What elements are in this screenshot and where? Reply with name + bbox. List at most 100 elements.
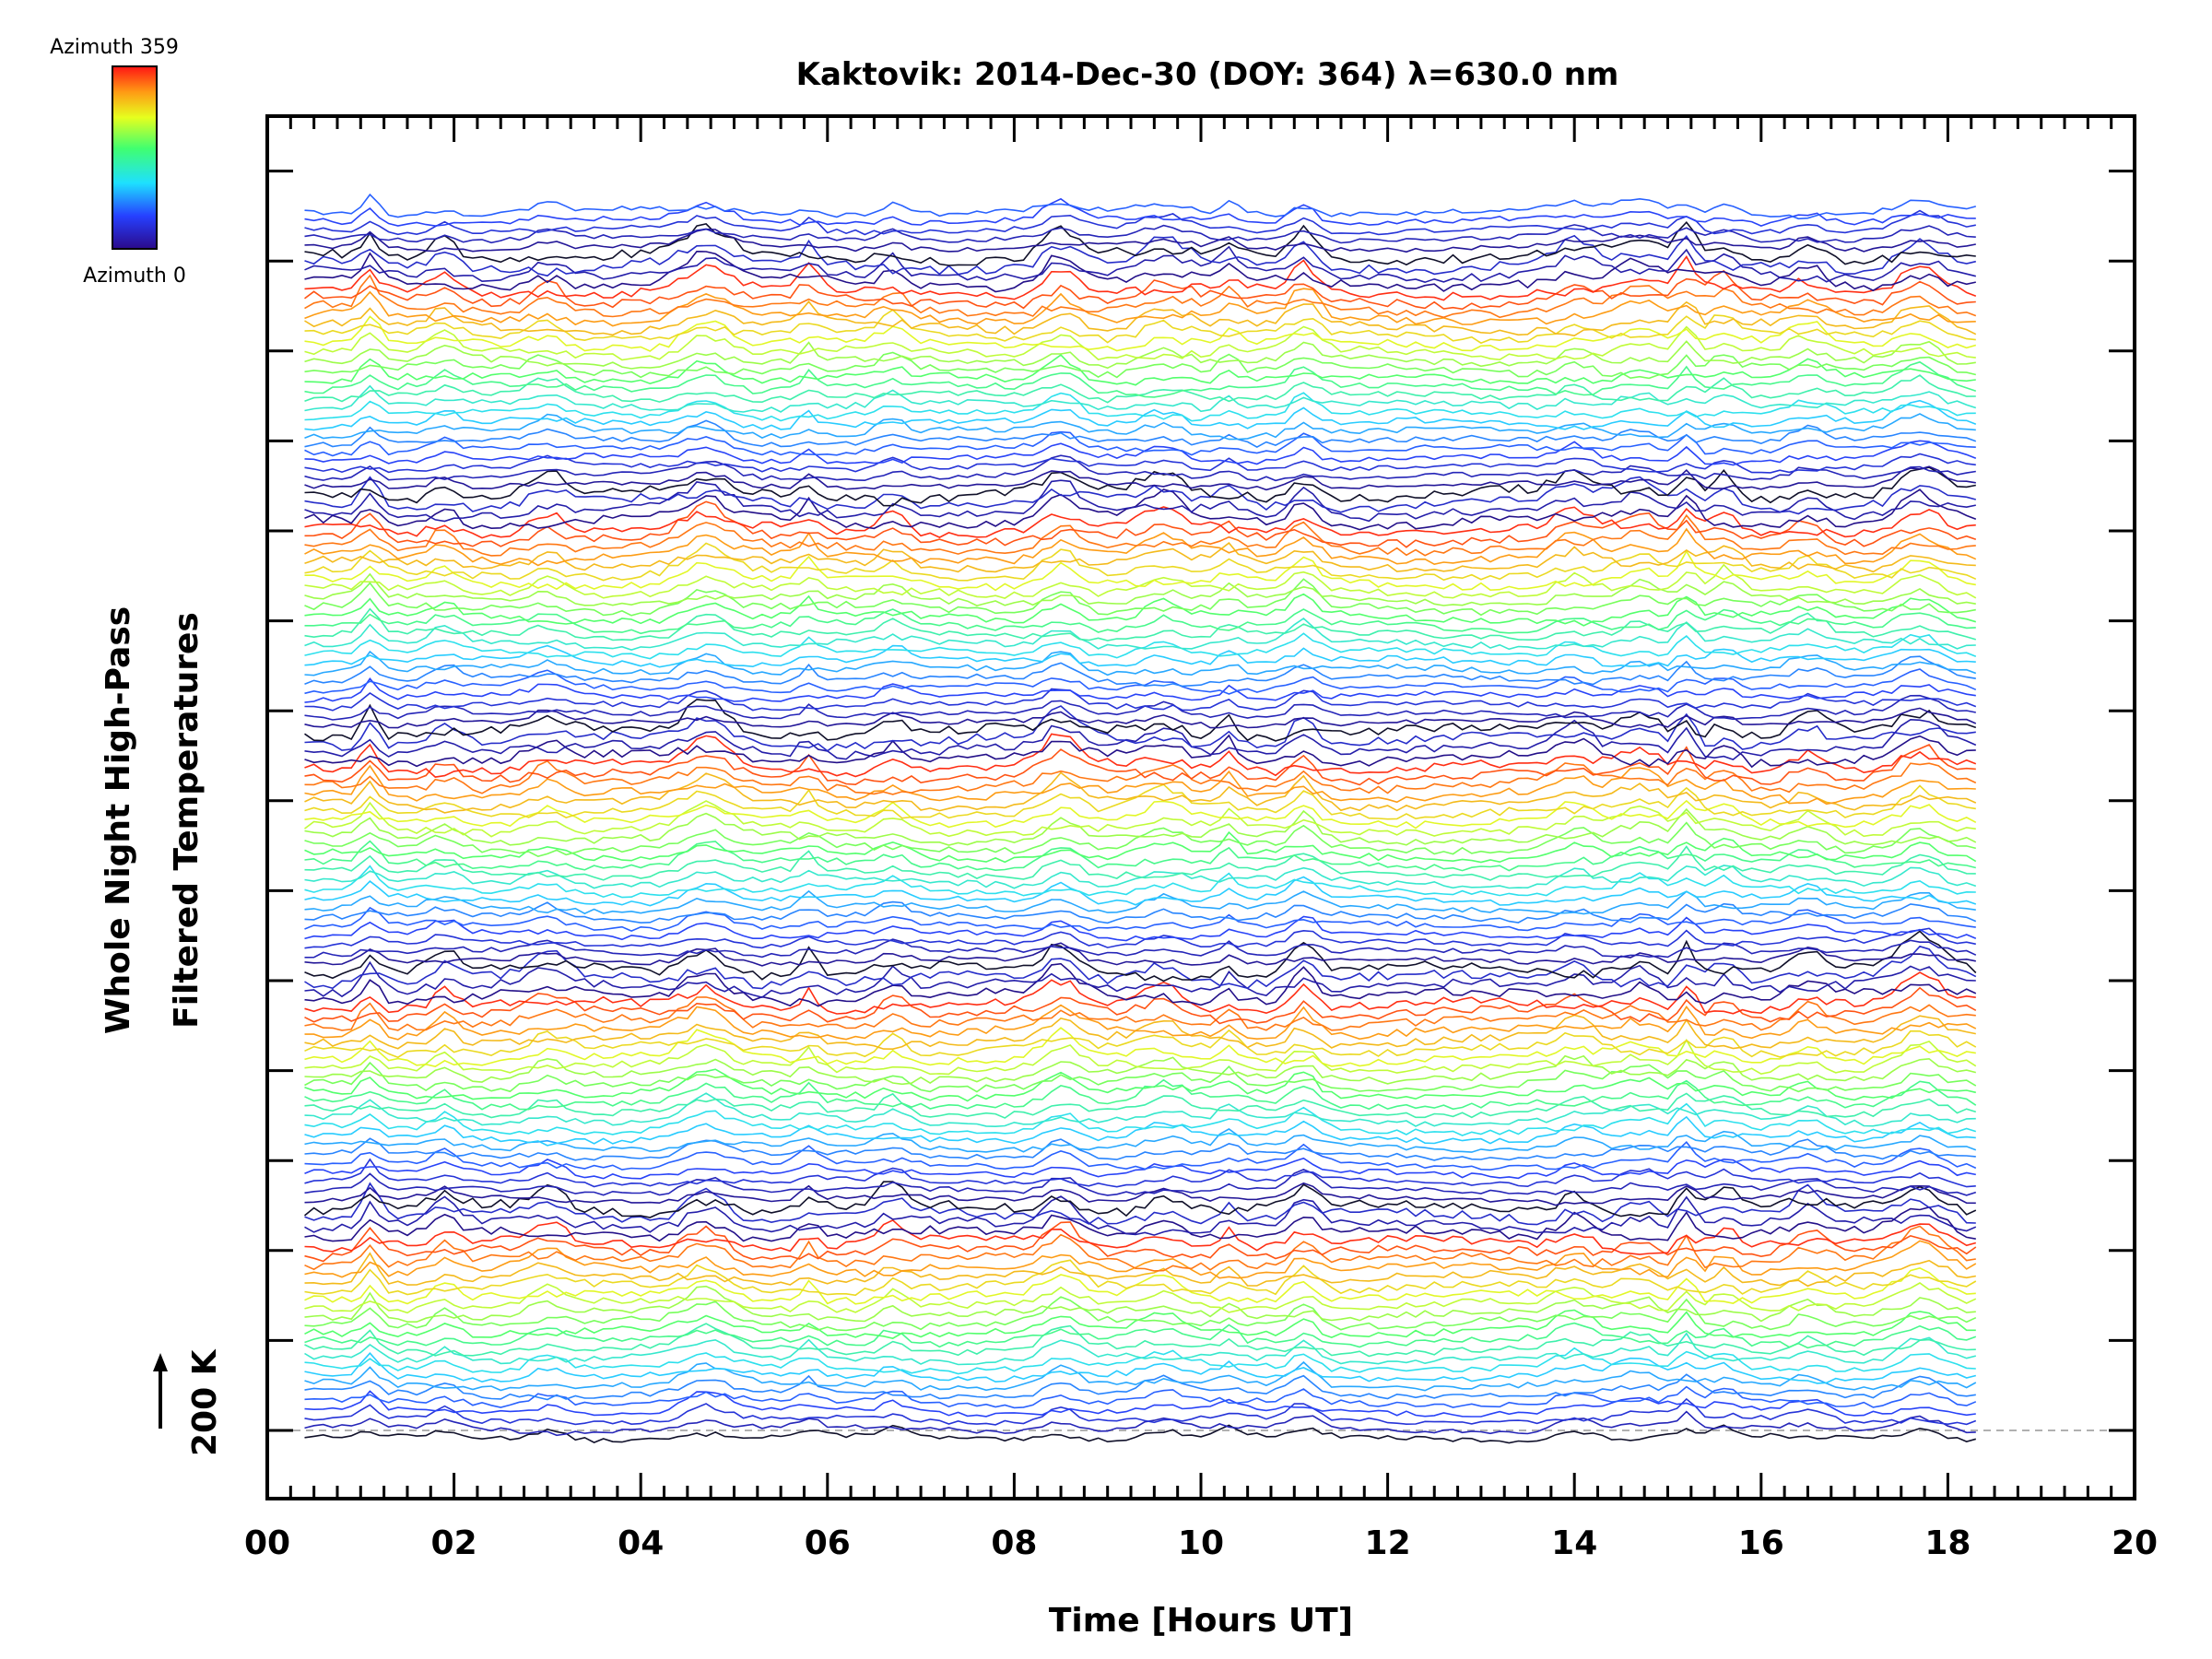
temperature-trace <box>304 392 1976 422</box>
temperature-trace <box>304 1266 1976 1305</box>
temperature-trace <box>304 572 1976 606</box>
temperature-trace <box>304 1092 1976 1128</box>
temperature-trace <box>304 1296 1977 1332</box>
temperature-trace <box>304 688 1977 712</box>
temperature-trace <box>304 430 1976 457</box>
temperature-trace <box>304 915 1977 942</box>
temperature-trace <box>304 234 1976 277</box>
temperature-trace <box>304 250 1976 293</box>
temperature-trace <box>304 607 1977 641</box>
temperature-trace <box>304 488 1977 531</box>
temperature-trace <box>304 413 1976 441</box>
temperature-trace <box>304 830 1977 864</box>
temperature-trace <box>304 1169 1977 1196</box>
temperature-trace <box>304 506 1976 539</box>
temperature-trace <box>304 1385 1977 1409</box>
x-tick-label: 16 <box>1738 1524 1784 1562</box>
temperature-trace <box>304 655 1976 688</box>
x-tick-label: 12 <box>1365 1524 1411 1562</box>
temperature-trace <box>304 1252 1976 1288</box>
temperature-trace <box>304 1322 1977 1349</box>
temperature-trace <box>304 759 1977 795</box>
temperature-trace <box>304 865 1976 899</box>
temperature-trace <box>304 960 1976 998</box>
temperature-trace <box>304 465 1976 491</box>
temperature-trace <box>304 986 1977 1025</box>
temperature-trace <box>304 1195 1977 1236</box>
temperature-trace <box>304 209 1976 236</box>
temperature-trace <box>304 644 1976 668</box>
temperature-trace <box>304 1158 1976 1188</box>
temperature-trace <box>304 744 1976 786</box>
temperature-trace <box>304 1332 1976 1366</box>
y-axis-title-line1: Whole Night High-Pass <box>100 606 137 1034</box>
temperature-trace <box>304 783 1976 820</box>
temperature-trace <box>304 1054 1976 1086</box>
temperature-trace <box>304 549 1976 592</box>
temperature-trace <box>304 876 1977 907</box>
temperature-trace <box>304 197 1976 227</box>
temperature-trace <box>304 1115 1976 1147</box>
temperature-trace <box>304 1092 1977 1119</box>
temperature-trace <box>304 1038 1977 1076</box>
temperature-trace <box>304 945 1977 990</box>
temperature-trace <box>304 996 1976 1031</box>
temperature-trace <box>304 419 1977 449</box>
temperature-trace <box>304 1141 1977 1171</box>
x-tick-label: 00 <box>244 1524 290 1562</box>
x-tick-label: 18 <box>1924 1524 1971 1562</box>
chart-title: Kaktovik: 2014-Dec-30 (DOY: 364) λ=630.0… <box>796 56 1619 93</box>
temperature-trace <box>304 1282 1977 1314</box>
tick-group <box>265 116 2136 1499</box>
temperature-trace <box>304 608 1976 635</box>
temperature-trace <box>304 707 1977 729</box>
temperature-trace <box>304 1352 1976 1384</box>
temperature-trace <box>304 245 1976 284</box>
temperature-trace <box>304 527 1977 567</box>
temperature-trace <box>304 734 1976 769</box>
temperature-trace <box>304 1347 1976 1375</box>
temperature-trace <box>304 1182 1976 1206</box>
temperature-trace <box>304 1218 1977 1255</box>
temperature-trace <box>304 1157 1976 1180</box>
temperature-trace <box>304 677 1976 703</box>
temperature-trace <box>304 325 1976 361</box>
temperature-trace <box>304 228 1976 253</box>
temperature-trace <box>304 288 1976 327</box>
temperature-trace <box>304 668 1977 695</box>
temperature-trace <box>304 962 1977 1007</box>
temperature-trace <box>304 513 1976 557</box>
temperature-trace <box>304 1128 1977 1153</box>
temperature-trace <box>304 578 1976 617</box>
temperature-trace <box>304 840 1976 872</box>
temperature-trace <box>304 269 1976 311</box>
temperature-trace <box>304 1221 1977 1263</box>
temperature-trace <box>304 542 1977 582</box>
x-tick-label: 08 <box>991 1524 1037 1562</box>
temperature-trace <box>304 351 1976 380</box>
temperature-trace <box>304 1240 1977 1279</box>
temperature-trace <box>304 845 1976 881</box>
temperature-trace <box>304 771 1977 814</box>
scale-label: 200 K <box>186 1348 224 1456</box>
temperature-trace <box>304 1004 1977 1041</box>
temperature-trace <box>304 220 1976 266</box>
temperature-trace <box>304 309 1976 345</box>
temperature-trace <box>304 384 1977 413</box>
temperature-trace <box>304 733 1977 778</box>
temperature-trace <box>304 1410 1976 1437</box>
y-axis-title-line2: Filtered Temperatures <box>168 612 206 1029</box>
temperature-trace <box>304 453 1976 474</box>
temperature-trace <box>304 1206 1976 1242</box>
temperature-trace <box>304 650 1977 677</box>
scale-arrowhead <box>153 1353 168 1371</box>
temperature-trace <box>304 718 1977 761</box>
temperature-trace <box>304 315 1977 352</box>
temperature-trace <box>304 1014 1976 1051</box>
temperature-trace <box>303 1181 1977 1218</box>
temperature-trace <box>304 694 1976 721</box>
temperature-trace <box>304 906 1976 932</box>
temperature-trace <box>304 1027 1976 1068</box>
temperature-trace <box>304 889 1976 915</box>
temperature-trace <box>304 1309 1976 1339</box>
